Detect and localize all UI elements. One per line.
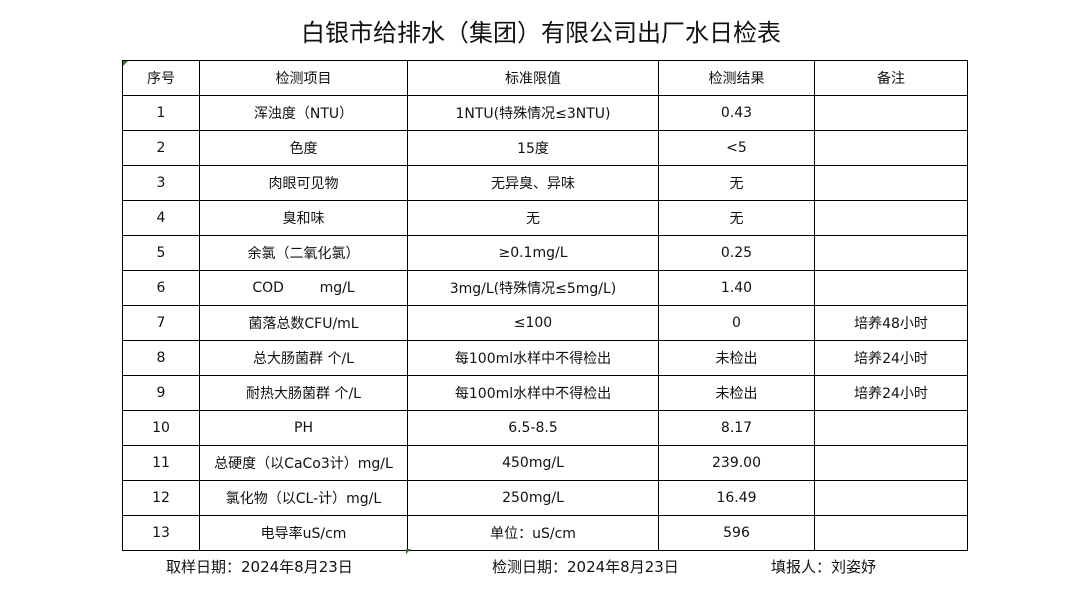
cell-remark: 培养48小时	[814, 305, 968, 341]
cell-result: 无	[658, 200, 815, 236]
cell-standard: 3mg/L(特殊情况≤5mg/L)	[407, 270, 659, 306]
cell-standard: ≤100	[407, 305, 659, 341]
cell-standard: 6.5-8.5	[407, 410, 659, 446]
cell-index: 2	[122, 130, 200, 166]
cell-remark	[814, 130, 968, 166]
table-row: 11 总硬度（以CaCo3计）mg/L 450mg/L 239.00	[122, 445, 968, 481]
header-remark: 备注	[814, 60, 968, 96]
cell-standard: 单位：uS/cm	[407, 515, 659, 551]
cell-result: 未检出	[658, 340, 815, 376]
table-row: 9 耐热大肠菌群 个/L 每100ml水样中不得检出 未检出 培养24小时	[122, 375, 968, 411]
cell-index: 8	[122, 340, 200, 376]
cell-index: 12	[122, 480, 200, 516]
cell-standard: 无异臭、异味	[407, 165, 659, 201]
cell-item: 氯化物（以CL-计）mg/L	[199, 480, 408, 516]
cell-remark: 培养24小时	[814, 375, 968, 411]
table-row: 2 色度 15度 <5	[122, 130, 968, 166]
table-row: 10 PH 6.5-8.5 8.17	[122, 410, 968, 446]
cell-index: 1	[122, 95, 200, 131]
cell-index: 13	[122, 515, 200, 551]
cell-item: 耐热大肠菌群 个/L	[199, 375, 408, 411]
table-row: 13 电导率uS/cm 单位：uS/cm 596	[122, 515, 968, 551]
cell-remark	[814, 95, 968, 131]
cell-standard: 每100ml水样中不得检出	[407, 375, 659, 411]
cell-standard: 无	[407, 200, 659, 236]
cell-result: 未检出	[658, 375, 815, 411]
cell-item: COD mg/L	[199, 270, 408, 306]
cell-result: 0.43	[658, 95, 815, 131]
cell-remark	[814, 445, 968, 481]
cell-index: 4	[122, 200, 200, 236]
cell-item: 浑浊度（NTU）	[199, 95, 408, 131]
inspection-table: 序号 检测项目 标准限值 检测结果 备注 1 浑浊度（NTU） 1NTU(特殊情况≤3NTU)…	[122, 60, 968, 551]
table-row: 3 肉眼可见物 无异臭、异味无	[122, 165, 968, 201]
test-date: 检测日期：2024年8月23日	[492, 558, 679, 576]
cell-item: 色度	[199, 130, 408, 166]
cell-result: 无	[658, 165, 815, 201]
cell-result: 0.25	[658, 235, 815, 271]
cell-result: 8.17	[658, 410, 815, 446]
table-row: 1 浑浊度（NTU） 1NTU(特殊情况≤3NTU) 0.43	[122, 95, 968, 131]
filled-by: 填报人：刘姿妤	[771, 558, 877, 576]
cell-result: 596	[658, 515, 815, 551]
header-result: 检测结果	[658, 60, 815, 96]
cell-remark	[814, 515, 968, 551]
cell-item: 总硬度（以CaCo3计）mg/L	[199, 445, 408, 481]
page-title: 白银市给排水（集团）有限公司出厂水日检表	[301, 19, 781, 47]
cell-remark	[814, 270, 968, 306]
table-header-row: 序号 检测项目 标准限值 检测结果 备注	[122, 60, 968, 96]
cell-marker	[406, 549, 411, 554]
cell-index: 10	[122, 410, 200, 446]
cell-item: 肉眼可见物	[199, 165, 408, 201]
table-row: 7 菌落总数CFU/mL ≤100 0 培养48小时	[122, 305, 968, 341]
cell-result: <5	[658, 130, 815, 166]
table-row: 8 总大肠菌群 个/L 每100ml水样中不得检出 未检出 培养24小时	[122, 340, 968, 376]
cell-item: 总大肠菌群 个/L	[199, 340, 408, 376]
cell-item: 余氯（二氧化氯）	[199, 235, 408, 271]
cell-index: 7	[122, 305, 200, 341]
cell-result: 16.49	[658, 480, 815, 516]
header-index: 序号	[122, 60, 200, 96]
cell-remark	[814, 235, 968, 271]
cell-item: 臭和味	[199, 200, 408, 236]
cell-standard: 450mg/L	[407, 445, 659, 481]
table-row: 12 氯化物（以CL-计）mg/L 250mg/L 16.49	[122, 480, 968, 516]
cell-standard: 每100ml水样中不得检出	[407, 340, 659, 376]
cell-remark	[814, 410, 968, 446]
cell-item: 菌落总数CFU/mL	[199, 305, 408, 341]
cell-remark	[814, 165, 968, 201]
header-item: 检测项目	[199, 60, 408, 96]
cell-result: 239.00	[658, 445, 815, 481]
cell-item: PH	[199, 410, 408, 446]
cell-standard: 250mg/L	[407, 480, 659, 516]
cell-standard: ≥0.1mg/L	[407, 235, 659, 271]
sampling-date: 取样日期：2024年8月23日	[166, 558, 353, 576]
cell-result: 0	[658, 305, 815, 341]
cell-remark: 培养24小时	[814, 340, 968, 376]
table-row: 5 余氯（二氧化氯） ≥0.1mg/L 0.25	[122, 235, 968, 271]
header-standard: 标准限值	[407, 60, 659, 96]
cell-index: 3	[122, 165, 200, 201]
cell-index: 6	[122, 270, 200, 306]
cell-standard: 1NTU(特殊情况≤3NTU)	[407, 95, 659, 131]
cell-remark	[814, 480, 968, 516]
cell-index: 11	[122, 445, 200, 481]
table-row: 4 臭和味无无	[122, 200, 968, 236]
table-row: 6 COD mg/L 3mg/L(特殊情况≤5mg/L) 1.40	[122, 270, 968, 306]
cell-item: 电导率uS/cm	[199, 515, 408, 551]
cell-marker	[123, 61, 128, 66]
cell-index: 5	[122, 235, 200, 271]
cell-result: 1.40	[658, 270, 815, 306]
cell-remark	[814, 200, 968, 236]
cell-standard: 15度	[407, 130, 659, 166]
cell-index: 9	[122, 375, 200, 411]
